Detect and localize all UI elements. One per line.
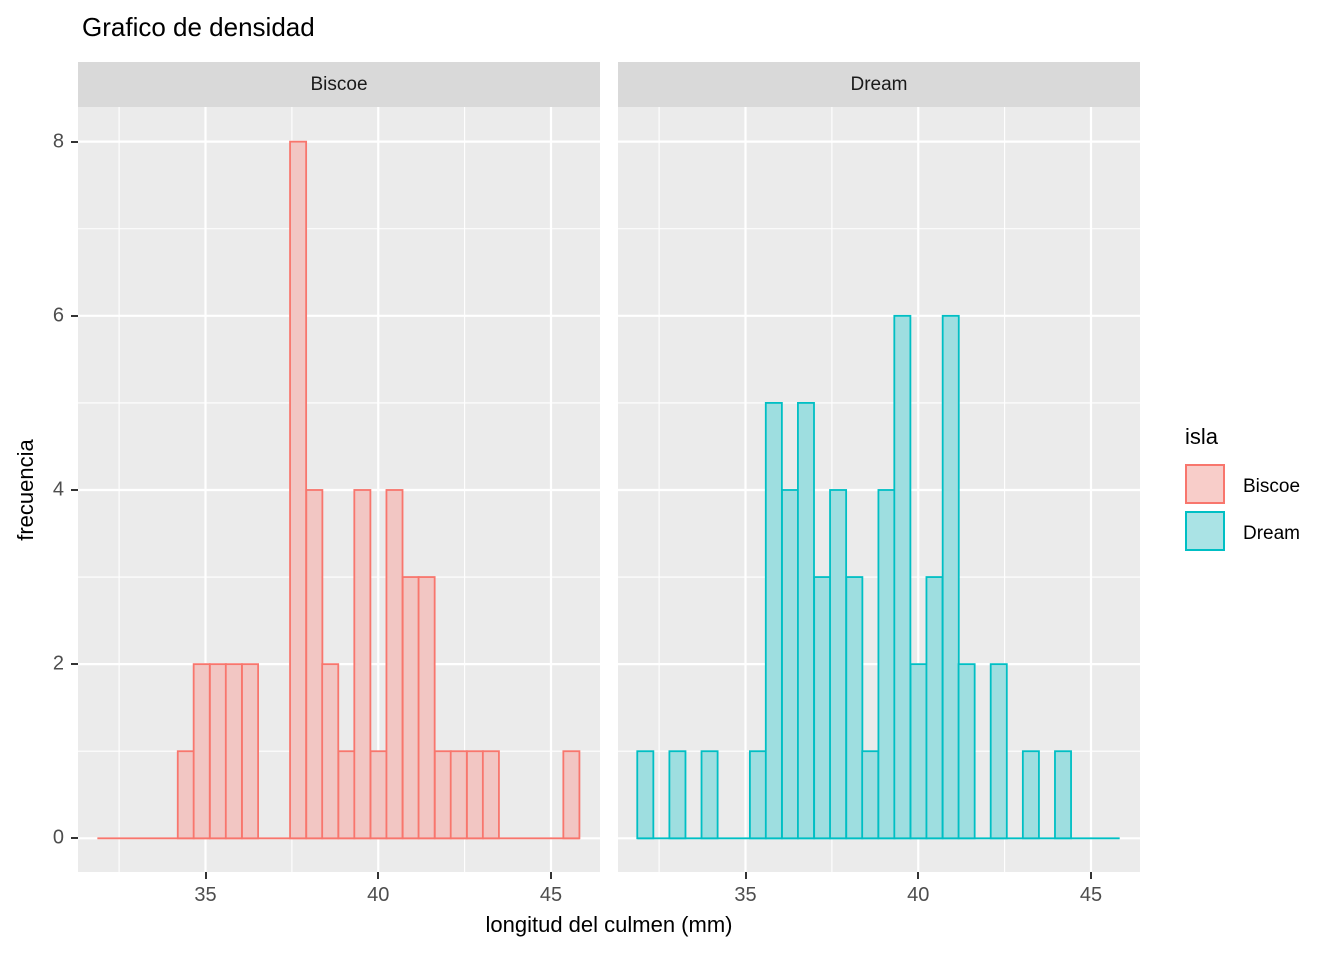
histogram-bar (845, 576, 864, 840)
y-tick-mark (71, 837, 78, 840)
y-tick-mark (71, 488, 78, 491)
y-tick-label: 8 (52, 130, 64, 153)
y-axis-title: frecuencia (13, 439, 38, 541)
histogram-bar (433, 750, 452, 840)
histogram-bar (748, 750, 767, 840)
x-tick-mark (917, 872, 920, 879)
histogram-bar (989, 663, 1008, 840)
y-tick-label: 4 (52, 478, 64, 501)
x-tick-label: 40 (907, 884, 930, 906)
histogram-bar (1021, 750, 1040, 840)
x-tick-mark (1090, 872, 1092, 879)
histogram-bar (208, 663, 227, 840)
histogram-bar (941, 314, 960, 840)
histogram-bar (668, 750, 687, 840)
histogram-bar (385, 489, 404, 840)
y-tick-label: 6 (52, 304, 64, 327)
histogram-bar (337, 750, 356, 840)
y-tick-label: 2 (52, 652, 64, 675)
histogram-bar (700, 750, 719, 840)
histogram-bar (781, 489, 800, 840)
histogram-bar (957, 663, 976, 840)
histogram-bar (636, 750, 655, 840)
histogram-bar (909, 663, 928, 840)
histogram-bar (861, 750, 880, 840)
histogram-bar (877, 489, 896, 840)
histogram-biscoe (78, 107, 600, 872)
histogram-bar (353, 489, 372, 840)
facet-strip-label: Dream (850, 73, 908, 95)
histogram-bar (224, 663, 243, 840)
x-tick-mark (744, 872, 747, 879)
plot-title: Grafico de densidad (82, 12, 315, 42)
histogram-bar (813, 576, 832, 840)
panel-dream (618, 107, 1140, 872)
facet-strip-label: Biscoe (310, 73, 368, 95)
histogram-bar (289, 140, 308, 840)
histogram-bar (797, 401, 815, 840)
histogram-bar (893, 314, 912, 840)
histogram-bar (829, 489, 848, 840)
legend-item-dream: Dream (1185, 511, 1300, 556)
x-axis-title: longitud del culmen (mm) (485, 912, 733, 937)
x-tick-mark (550, 872, 552, 879)
histogram-dream (618, 107, 1140, 872)
histogram-bar (449, 750, 468, 840)
x-tick-label: 35 (194, 884, 217, 906)
legend-key-biscoe-swatch (1185, 464, 1225, 504)
histogram-bar (481, 750, 500, 840)
y-tick-label: 0 (52, 826, 64, 849)
facet-strip-biscoe: Biscoe (78, 62, 600, 107)
histogram-bar (764, 401, 783, 840)
panel-biscoe (78, 107, 600, 872)
histogram-bar (192, 663, 211, 840)
histogram-bar (305, 489, 324, 840)
histogram-bar (241, 663, 260, 840)
histogram-bar (401, 576, 420, 840)
histogram-bar (417, 576, 436, 840)
legend-label: Biscoe (1243, 475, 1301, 497)
legend-title: isla (1185, 424, 1219, 449)
x-tick-label: 40 (367, 884, 390, 906)
x-tick-label: 35 (734, 884, 757, 906)
histogram-bar (466, 750, 484, 840)
histogram-bar (176, 750, 195, 840)
y-tick-mark (71, 663, 78, 666)
histogram-bar (369, 750, 388, 840)
histogram-bar (321, 663, 340, 840)
histogram-bar (1054, 750, 1072, 840)
histogram-bar (925, 576, 944, 840)
legend-key-dream-swatch (1185, 511, 1225, 551)
x-tick-mark (204, 872, 207, 879)
x-tick-label: 45 (539, 884, 563, 906)
y-tick-mark (71, 314, 78, 317)
x-tick-mark (377, 872, 380, 879)
x-tick-label: 45 (1079, 884, 1103, 906)
histogram-bar (562, 750, 581, 840)
y-tick-mark (71, 140, 78, 143)
legend-label: Dream (1243, 522, 1301, 544)
legend: isla Biscoe Dream (1185, 424, 1300, 558)
facet-strip-dream: Dream (618, 62, 1140, 107)
legend-item-biscoe: Biscoe (1185, 464, 1300, 509)
